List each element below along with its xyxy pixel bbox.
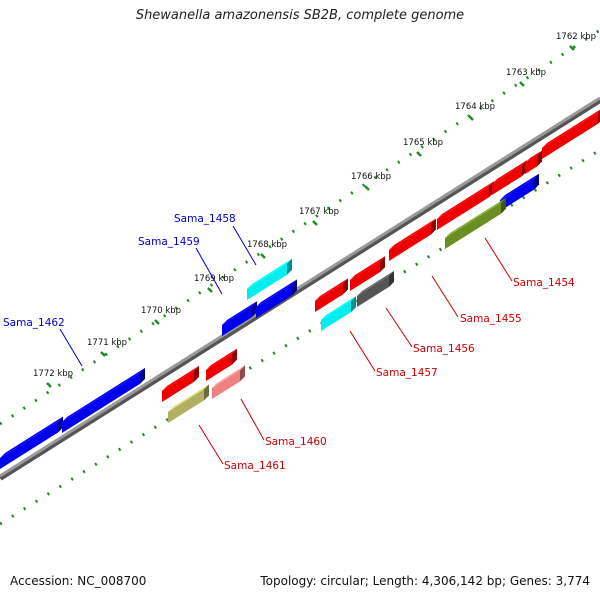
leader-line (349, 330, 376, 372)
backbone (0, 96, 600, 478)
scale-tick-mark (416, 151, 422, 157)
scale-tick-mark (569, 45, 575, 51)
gene-red-e (315, 278, 348, 312)
outer-tick-track (0, 28, 600, 426)
gene-label-sama-1456[interactable]: Sama_1456 (385, 307, 475, 355)
gene-sama-1461 (168, 384, 209, 423)
gene-red-g (162, 365, 199, 402)
scale-tick-label: 1763 kbp (506, 68, 546, 78)
gene-red-d (350, 256, 385, 291)
leader-line (385, 307, 413, 348)
gene-label-text: Sama_1458 (174, 213, 236, 225)
scale-tick-mark (260, 253, 266, 259)
gene-sama-1458 (247, 258, 292, 300)
scale-ticks: 1762 kbp 1763 kbp 1764 kbp 1765 kbp 1766 kbp… (33, 32, 596, 388)
gene-label-sama-1455[interactable]: Sama_1455 (431, 275, 522, 325)
gene-red-b (525, 150, 542, 174)
gene-sama-1456 (357, 270, 394, 307)
genome-summary: Topology: circular; Length: 4,306,142 bp… (260, 574, 590, 588)
gene-olive (445, 197, 506, 249)
scale-tick-label: 1768 kbp (247, 240, 287, 250)
gene-sama-1455b (389, 218, 436, 261)
gene-label-text: Sama_1454 (513, 277, 575, 289)
scale-tick-mark (207, 287, 213, 293)
gene-sama-1457 (321, 296, 356, 331)
gene-sama-1459b (256, 279, 297, 318)
gene-sama-1460 (212, 365, 245, 399)
scale-tick-label: 1764 kbp (455, 102, 495, 112)
gene-label-text: Sama_1456 (413, 343, 475, 355)
scale-tick-mark (46, 382, 52, 388)
gene-label-text: Sama_1461 (224, 460, 286, 472)
leader-line (431, 275, 459, 318)
scale-tick-mark (312, 220, 318, 226)
gene-sama-1459 (222, 301, 257, 336)
scale-tick-label: 1766 kbp (351, 172, 391, 182)
gene-label-sama-1462[interactable]: Sama_1462 (3, 317, 83, 367)
scale-tick-mark (154, 319, 160, 325)
gene-label-text: Sama_1459 (138, 236, 200, 248)
leader-line (198, 424, 224, 465)
scale-tick-label: 1771 kbp (87, 338, 127, 348)
gene-label-sama-1458[interactable]: Sama_1458 (174, 213, 257, 266)
gene-sama-1454 (500, 173, 539, 211)
leader-line (195, 247, 223, 295)
accession-text: Accession: NC_008700 (10, 574, 147, 588)
gene-label-sama-1457[interactable]: Sama_1457 (349, 330, 438, 379)
gene-label-sama-1460[interactable]: Sama_1460 (240, 398, 327, 448)
genes (0, 109, 600, 469)
scale-tick-label: 1767 kbp (299, 207, 339, 217)
scale-tick-label: 1770 kbp (141, 306, 181, 316)
leader-line (232, 225, 257, 266)
gene-label-sama-1454[interactable]: Sama_1454 (484, 237, 575, 289)
gene-label-sama-1459[interactable]: Sama_1459 (138, 236, 223, 295)
scale-tick-mark (468, 115, 474, 121)
gene-label-text: Sama_1460 (265, 436, 327, 448)
scale-tick-mark (100, 351, 106, 357)
gene-label-text: Sama_1455 (460, 313, 522, 325)
scale-tick-mark (364, 185, 370, 191)
gene-red-f (206, 348, 237, 381)
gene-label-text: Sama_1457 (376, 367, 438, 379)
leader-line (484, 237, 513, 282)
map-title: Shewanella amazonensis SB2B, complete ge… (135, 8, 465, 23)
gene-label-sama-1461[interactable]: Sama_1461 (198, 424, 286, 472)
gene-sama-1462 (0, 416, 63, 469)
gene-sama-1462b (62, 367, 145, 433)
leader-line (240, 398, 265, 441)
gene-labels: Sama_1458 Sama_1459 Sama_1462 Sama_1454 Sama… (3, 213, 575, 472)
scale-tick-mark (519, 81, 525, 87)
backbone-shadow (0, 97, 600, 481)
leader-line (59, 328, 83, 367)
scale-tick-label: 1762 kbp (556, 32, 596, 42)
gene-label-text: Sama_1462 (3, 317, 65, 329)
scale-tick-label: 1765 kbp (403, 138, 443, 148)
scale-tick-label: 1772 kbp (33, 369, 73, 379)
